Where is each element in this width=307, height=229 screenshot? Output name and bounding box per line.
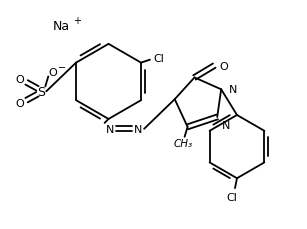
Text: O: O <box>15 75 24 85</box>
Text: O: O <box>219 61 228 71</box>
Text: O: O <box>49 67 58 77</box>
Text: Na: Na <box>53 19 70 33</box>
Text: N: N <box>134 124 142 134</box>
Text: CH₃: CH₃ <box>173 138 192 148</box>
Text: −: − <box>58 62 66 72</box>
Text: N: N <box>222 120 231 130</box>
Text: S: S <box>37 85 45 98</box>
Text: Cl: Cl <box>227 192 238 202</box>
Text: N: N <box>106 124 115 134</box>
Text: +: + <box>73 16 81 26</box>
Text: Cl: Cl <box>153 53 164 63</box>
Text: N: N <box>229 85 237 95</box>
Text: O: O <box>15 99 24 109</box>
